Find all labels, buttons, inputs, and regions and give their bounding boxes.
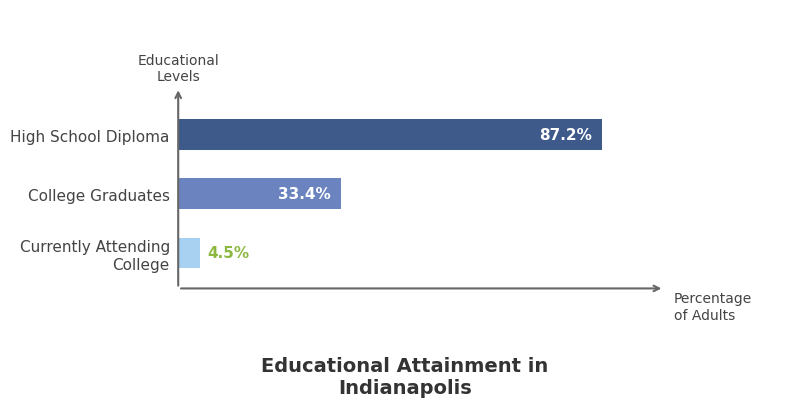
Text: Percentage
of Adults: Percentage of Adults — [674, 292, 752, 322]
Bar — [178, 179, 340, 210]
Text: 33.4%: 33.4% — [278, 187, 330, 202]
Bar — [178, 238, 200, 269]
Text: Educational Attainment in
Indianapolis: Educational Attainment in Indianapolis — [262, 356, 548, 397]
Bar — [178, 120, 602, 151]
Text: 4.5%: 4.5% — [207, 246, 249, 261]
Text: Educational
Levels: Educational Levels — [138, 53, 219, 83]
Text: 87.2%: 87.2% — [539, 128, 592, 143]
